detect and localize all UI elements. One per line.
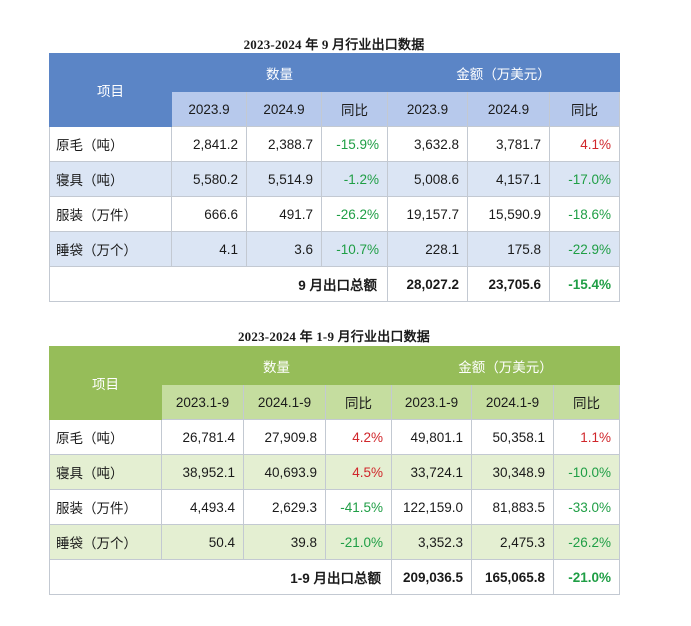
sub-header: 2024.9 [467,91,551,127]
table-row: 原毛（吨） 26,781.4 27,909.8 4.2% 49,801.1 50,358.… [49,419,621,455]
value-cell: 2,841.2 [171,126,247,162]
value-cell: 33,724.1 [391,454,473,490]
yoy-cell: -21.0% [324,524,393,560]
total-value: 209,036.5 [391,559,473,595]
value-cell: 27,909.8 [243,419,326,455]
value-cell: 228.1 [387,231,469,267]
table1-caption: 2023-2024 年 9 月行业出口数据 [243,37,425,52]
row-label: 寝具（吨） [49,454,162,490]
value-cell: 19,157.7 [387,196,469,232]
yoy-cell: -26.2% [553,524,621,560]
row-label: 服装（万件） [49,196,172,232]
monthly-export-table: 项目 数量 金额（万美元） 2023.9 2024.9 同比 2023.9 20… [48,53,621,302]
total-row: 1-9 月出口总额 209,036.5 165,065.8 -21.0% [48,559,621,595]
table-row: 原毛（吨） 2,841.2 2,388.7 -15.9% 3,632.8 3,781.7 4… [49,126,621,162]
sub-header: 同比 [324,384,393,420]
value-cell: 30,348.9 [471,454,555,490]
row-label: 睡袋（万个） [49,231,172,267]
value-cell: 3,632.8 [387,126,469,162]
total-label: 9 月出口总额 [48,266,389,302]
sub-header: 同比 [549,91,621,127]
value-cell: 40,693.9 [243,454,326,490]
ytd-export-table: 项目 数量 金额（万美元） 2023.1-9 2024.1-9 同比 2023.… [48,346,621,595]
row-label: 原毛（吨） [49,419,162,455]
value-cell: 666.6 [171,196,247,232]
value-cell: 3,352.3 [391,524,473,560]
yoy-cell: -10.7% [320,231,389,267]
table-row: 睡袋（万个） 4.1 3.6 -10.7% 228.1 175.8 -22.9% [49,231,621,267]
row-label: 寝具（吨） [49,161,172,197]
quantity-header: 数量 [170,53,389,92]
yoy-cell: 1.1% [553,419,621,455]
table-row: 服装（万件） 4,493.4 2,629.3 -41.5% 122,159.0 81,88… [49,489,621,525]
total-value: 165,065.8 [471,559,555,595]
value-cell: 5,008.6 [387,161,469,197]
yoy-cell: -26.2% [320,196,389,232]
value-cell: 4,493.4 [161,489,244,525]
value-cell: 49,801.1 [391,419,473,455]
yoy-cell: -1.2% [320,161,389,197]
sub-header: 同比 [553,384,621,420]
sub-header: 2023.9 [171,91,247,127]
row-label: 服装（万件） [49,489,162,525]
yoy-cell: -17.0% [549,161,621,197]
table-row: 寝具（吨） 38,952.1 40,693.9 4.5% 33,724.1 30,348.… [49,454,621,490]
total-row: 9 月出口总额 28,027.2 23,705.6 -15.4% [48,266,621,302]
value-cell: 2,629.3 [243,489,326,525]
table2-caption: 2023-2024 年 1-9 月行业出口数据 [237,329,430,344]
sub-header: 2023.1-9 [161,384,244,420]
item-header: 项目 [49,346,162,420]
sub-header: 2023.1-9 [391,384,473,420]
value-cell: 50.4 [161,524,244,560]
value-cell: 81,883.5 [471,489,555,525]
value-cell: 5,514.9 [246,161,322,197]
yoy-cell: -22.9% [549,231,621,267]
amount-header: 金额（万美元） [387,53,621,92]
value-cell: 2,388.7 [246,126,322,162]
value-cell: 38,952.1 [161,454,244,490]
total-yoy: -21.0% [553,559,621,595]
yoy-cell: -15.9% [320,126,389,162]
table-row: 服装（万件） 666.6 491.7 -26.2% 19,157.7 15,590.9 -1… [49,196,621,232]
sub-header: 2024.1-9 [243,384,326,420]
total-value: 28,027.2 [387,266,469,302]
yoy-cell: -10.0% [553,454,621,490]
value-cell: 39.8 [243,524,326,560]
total-value: 23,705.6 [467,266,551,302]
value-cell: 3.6 [246,231,322,267]
item-header: 项目 [49,53,172,127]
yoy-cell: 4.2% [324,419,393,455]
sub-header: 2024.9 [246,91,322,127]
yoy-cell: -33.0% [553,489,621,525]
table-row: 寝具（吨） 5,580.2 5,514.9 -1.2% 5,008.6 4,157.1 -1… [49,161,621,197]
value-cell: 4.1 [171,231,247,267]
table-row: 睡袋（万个） 50.4 39.8 -21.0% 3,352.3 2,475.3 -26.2% [49,524,621,560]
total-label: 1-9 月出口总额 [48,559,393,595]
value-cell: 122,159.0 [391,489,473,525]
value-cell: 175.8 [467,231,551,267]
yoy-cell: 4.1% [549,126,621,162]
value-cell: 5,580.2 [171,161,247,197]
amount-header: 金额（万美元） [391,346,621,385]
value-cell: 50,358.1 [471,419,555,455]
total-yoy: -15.4% [549,266,621,302]
value-cell: 2,475.3 [471,524,555,560]
quantity-header: 数量 [160,346,393,385]
sub-header: 2024.1-9 [471,384,555,420]
yoy-cell: -41.5% [324,489,393,525]
sub-header: 2023.9 [387,91,469,127]
row-label: 原毛（吨） [49,126,172,162]
yoy-cell: 4.5% [324,454,393,490]
value-cell: 26,781.4 [161,419,244,455]
yoy-cell: -18.6% [549,196,621,232]
sub-header: 同比 [320,91,389,127]
value-cell: 491.7 [246,196,322,232]
row-label: 睡袋（万个） [49,524,162,560]
value-cell: 3,781.7 [467,126,551,162]
value-cell: 15,590.9 [467,196,551,232]
value-cell: 4,157.1 [467,161,551,197]
